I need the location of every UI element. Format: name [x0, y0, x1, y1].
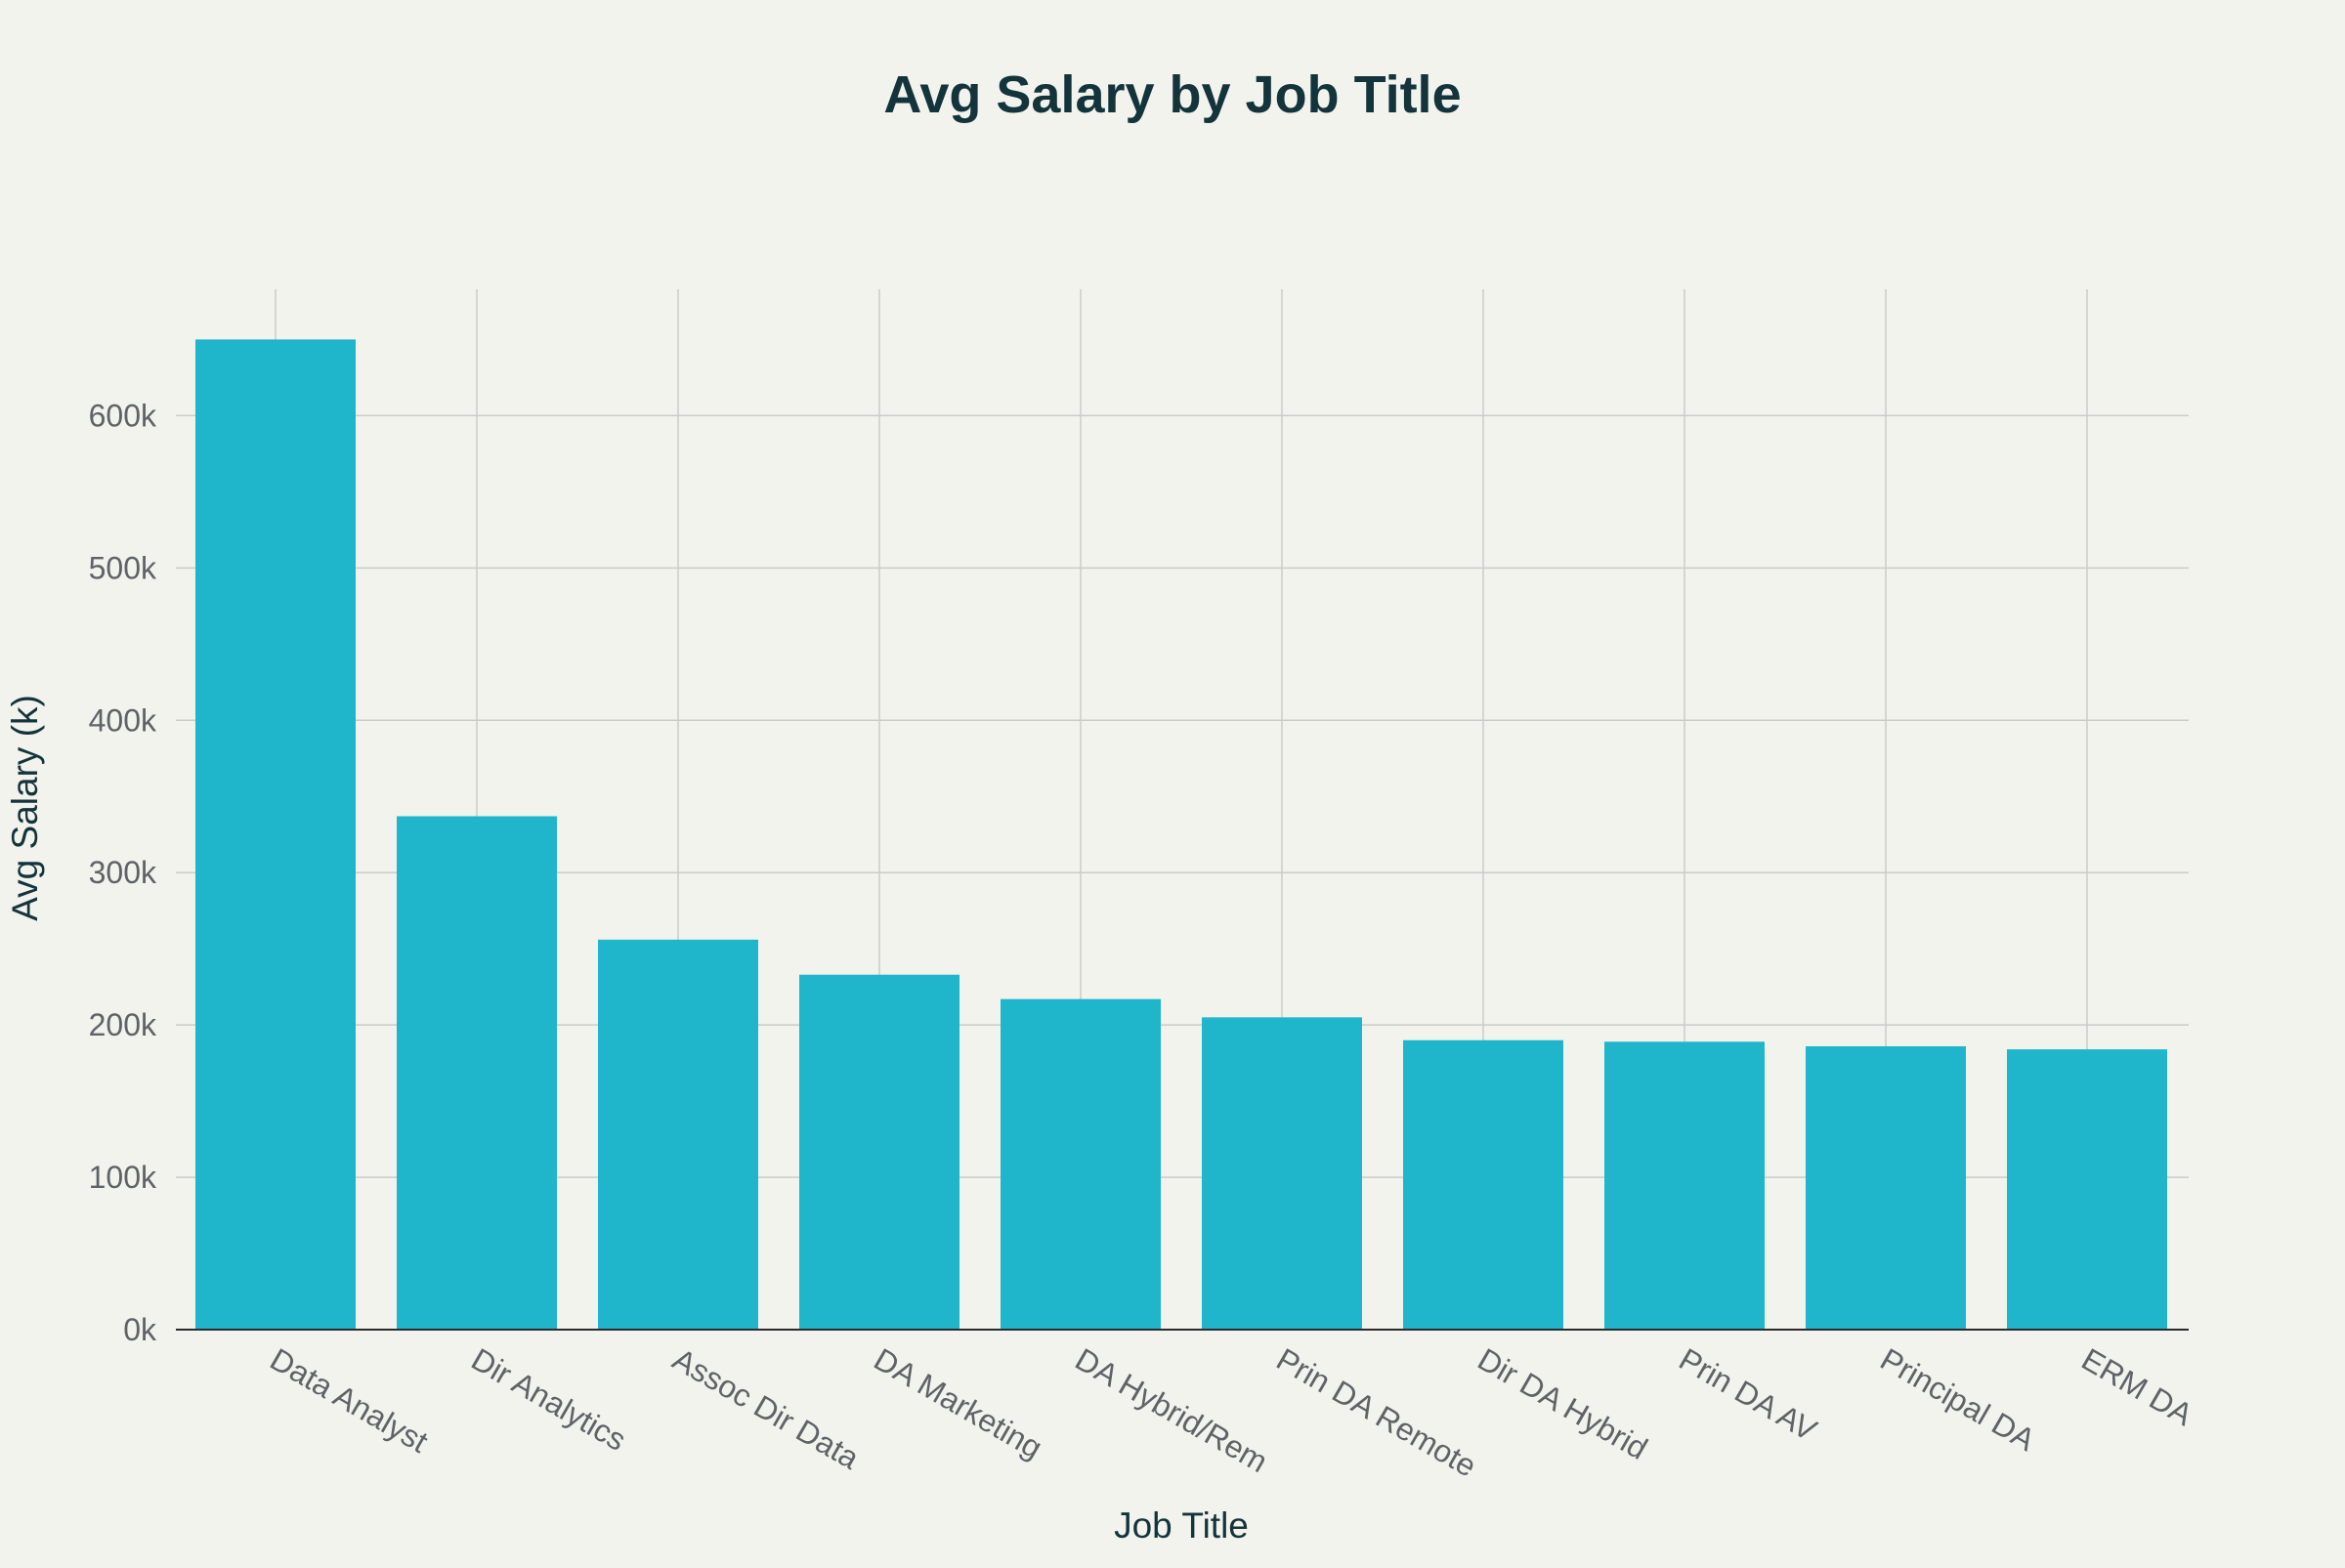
- x-axis-title: Job Title: [1114, 1505, 1249, 1546]
- bar: [799, 974, 959, 1330]
- bar: [397, 816, 557, 1330]
- bar: [1806, 1045, 1966, 1330]
- x-tick-label: Assoc Dir Data: [667, 1341, 866, 1476]
- x-tick-label: Dir Analytics: [466, 1341, 632, 1458]
- bar: [598, 939, 758, 1330]
- bar-layer: [195, 339, 2167, 1331]
- x-tick-label: ERM DA: [2076, 1341, 2199, 1433]
- x-tick-label: DA Marketing: [869, 1341, 1048, 1465]
- x-tick-label: Prin DA AV: [1674, 1341, 1824, 1448]
- bar: [1001, 998, 1161, 1330]
- x-tick-label: Dir DA Hybrid: [1472, 1341, 1654, 1466]
- bar: [1202, 1017, 1362, 1330]
- bar: [195, 339, 356, 1331]
- y-tick-label: 500k: [89, 550, 157, 585]
- chart-title: Avg Salary by Job Title: [883, 65, 1461, 124]
- y-tick-label: 100k: [89, 1160, 157, 1195]
- y-tick-label: 0k: [123, 1312, 157, 1347]
- x-tick-label: Prin DA Remote: [1271, 1341, 1483, 1484]
- x-tick-label: Data Analyst: [265, 1341, 435, 1460]
- bar: [1403, 1039, 1563, 1330]
- x-tick-label: DA Hybrid/Rem: [1070, 1341, 1274, 1479]
- bar: [2007, 1049, 2167, 1330]
- y-tick-label: 400k: [89, 702, 157, 738]
- y-tick-label: 600k: [89, 398, 157, 433]
- x-tick-label: Principal DA: [1875, 1341, 2042, 1459]
- y-axis-title: Avg Salary (k): [5, 695, 45, 921]
- bar: [1604, 1041, 1765, 1330]
- y-tick-label: 300k: [89, 855, 157, 890]
- y-tick-label: 200k: [89, 1007, 157, 1042]
